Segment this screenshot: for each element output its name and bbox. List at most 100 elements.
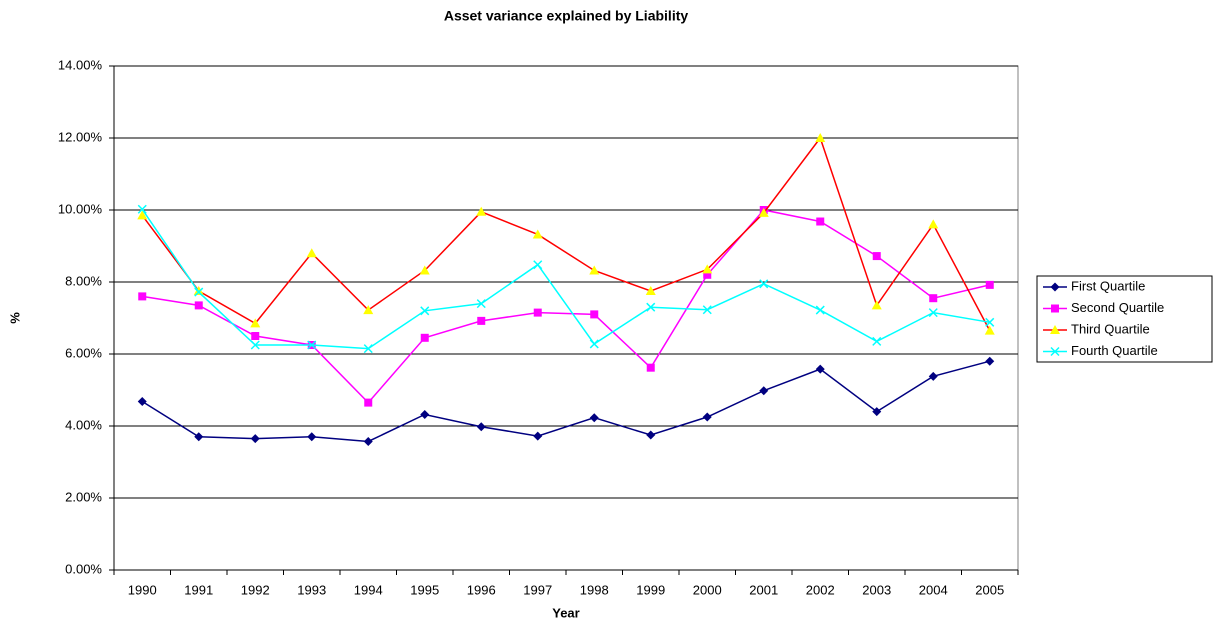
marker — [363, 436, 373, 446]
marker — [815, 364, 825, 374]
series-line — [141, 136, 991, 331]
marker — [420, 409, 430, 419]
marker — [645, 286, 656, 295]
marker — [1050, 325, 1060, 334]
marker — [872, 336, 882, 346]
x-tick-label: 2003 — [862, 582, 891, 597]
x-tick-label: 1995 — [410, 582, 439, 597]
x-tick-label: 1998 — [580, 582, 609, 597]
x-tick-label: 2001 — [749, 582, 778, 597]
marker — [759, 386, 769, 396]
marker — [1050, 282, 1060, 292]
marker — [194, 287, 204, 297]
x-tick-label: 2004 — [919, 582, 948, 597]
marker — [703, 270, 712, 279]
legend-label: Fourth Quartile — [1071, 343, 1158, 358]
marker — [646, 363, 655, 372]
x-tick-label: 1991 — [184, 582, 213, 597]
marker — [251, 332, 260, 340]
x-tick-label: 1994 — [354, 582, 383, 597]
series-line — [141, 360, 990, 443]
marker — [759, 279, 769, 289]
marker — [364, 398, 373, 407]
marker — [420, 306, 430, 316]
x-tick-label: 1997 — [523, 582, 552, 597]
marker — [872, 407, 882, 417]
legend-label: Third Quartile — [1071, 321, 1150, 336]
x-tick-label: 1993 — [297, 582, 326, 597]
marker — [929, 294, 938, 303]
marker — [928, 219, 939, 229]
y-tick-label: 8.00% — [65, 273, 102, 288]
marker — [1051, 304, 1059, 313]
marker — [307, 340, 317, 350]
marker — [533, 260, 543, 270]
marker — [194, 432, 204, 442]
marker — [419, 265, 430, 275]
legend-label: Second Quartile — [1071, 300, 1164, 315]
x-tick-label: 1992 — [241, 582, 270, 597]
y-tick-label: 0.00% — [65, 561, 102, 576]
y-tick-label: 14.00% — [58, 57, 103, 72]
marker — [250, 434, 260, 444]
marker — [532, 229, 543, 239]
marker — [363, 344, 373, 354]
marker — [1050, 346, 1060, 357]
marker — [533, 308, 542, 317]
marker — [476, 299, 486, 309]
y-tick-label: 12.00% — [58, 129, 103, 144]
marker — [872, 252, 881, 261]
marker — [194, 301, 203, 310]
x-axis-label: Year — [552, 605, 579, 620]
marker — [363, 305, 374, 315]
marker — [250, 318, 261, 328]
y-tick-label: 6.00% — [65, 345, 102, 360]
marker — [702, 412, 712, 422]
marker — [646, 430, 656, 440]
marker — [758, 207, 769, 217]
legend — [1036, 275, 1213, 363]
marker — [815, 305, 825, 315]
x-tick-label: 1990 — [128, 582, 157, 597]
marker — [476, 422, 486, 432]
marker — [533, 431, 543, 441]
marker — [646, 302, 656, 312]
marker — [928, 371, 938, 381]
x-tick-label: 2005 — [975, 582, 1004, 597]
marker — [590, 310, 599, 319]
x-tick-label: 2000 — [693, 582, 722, 597]
marker — [985, 280, 994, 289]
y-tick-label: 4.00% — [65, 417, 102, 432]
marker — [871, 300, 882, 310]
marker — [250, 340, 260, 350]
marker — [137, 397, 147, 407]
x-tick-label: 2002 — [806, 582, 835, 597]
x-tick-label: 1999 — [636, 582, 665, 597]
marker — [477, 316, 486, 325]
marker — [985, 317, 995, 327]
marker — [137, 210, 148, 220]
marker — [702, 264, 713, 274]
marker — [928, 308, 938, 318]
marker — [137, 204, 147, 214]
plot-area — [113, 65, 1019, 571]
marker — [306, 248, 317, 258]
marker — [138, 292, 147, 301]
marker — [193, 286, 204, 295]
marker — [984, 325, 995, 335]
marker — [476, 206, 487, 216]
marker — [589, 413, 599, 423]
marker — [815, 133, 826, 142]
y-tick-label: 10.00% — [58, 201, 103, 216]
marker — [985, 356, 995, 366]
marker — [702, 305, 712, 315]
series-line — [142, 209, 990, 404]
chart-title: Asset variance explained by Liability — [444, 8, 689, 24]
marker — [307, 432, 317, 442]
y-axis-label: % — [7, 312, 22, 324]
marker — [420, 333, 429, 342]
y-tick-label: 2.00% — [65, 489, 102, 504]
marker — [816, 217, 825, 226]
x-tick-label: 1996 — [467, 582, 496, 597]
